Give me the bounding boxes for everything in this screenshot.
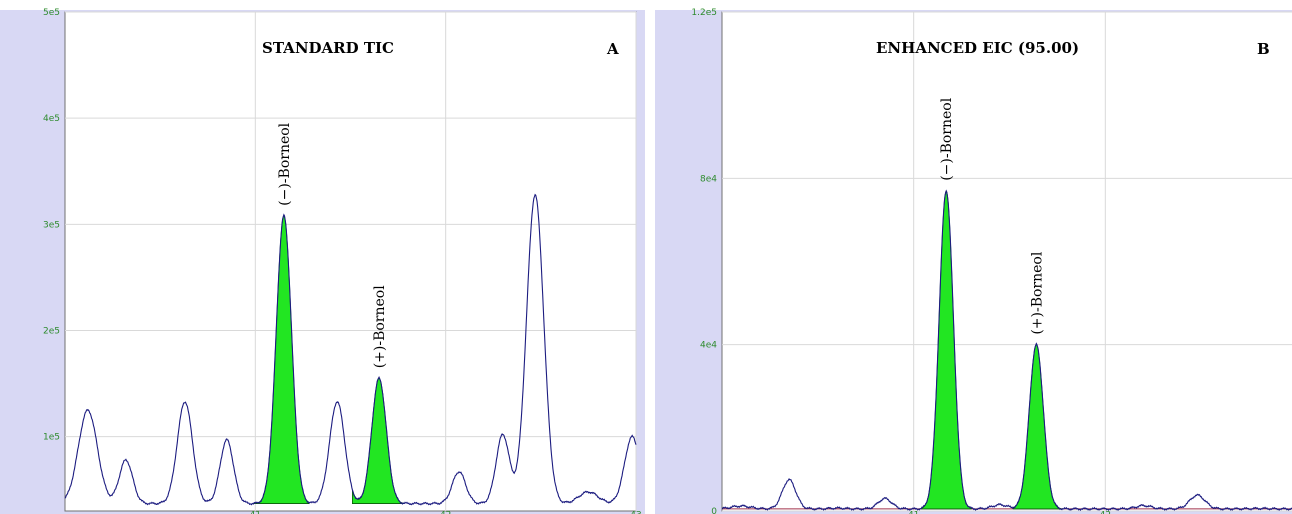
panel-b-peak-labels: (−)-Borneol (+)-Borneol [939, 97, 1045, 334]
y-tick-label: 8e4 [700, 174, 717, 184]
panel-a-ticks: 41 42 43 1e5 2e5 3e5 4e5 5e5 [43, 8, 642, 514]
x-tick-label: 43 [630, 511, 641, 514]
y-tick-label: 4e4 [700, 341, 717, 351]
panel-b-plot-area [721, 11, 1292, 512]
peak-label-1: (−)-Borneol [939, 97, 955, 181]
peak-label-1: (−)-Borneol [277, 122, 293, 206]
x-tick-label: 42 [440, 511, 451, 514]
peak-label-2: (+)-Borneol [372, 285, 388, 369]
panel-b-title: ENHANCED EIC (95.00) [876, 39, 1079, 57]
panel-a-title: STANDARD TIC [262, 39, 394, 57]
y-tick-label: 1e5 [43, 433, 60, 443]
panel-b-trace [721, 189, 1292, 512]
panel-a: 41 42 43 1e5 2e5 3e5 4e5 5e5 STANDARD TIC A (−)… [0, 8, 645, 514]
x-tick-label: 41 [250, 511, 261, 514]
panel-a-label: A [606, 40, 619, 58]
y-tick-label: 0 [711, 507, 717, 514]
y-tick-label: 3e5 [43, 220, 60, 230]
panel-b-grid [722, 11, 1292, 512]
y-tick-label: 5e5 [43, 8, 60, 18]
y-tick-label: 4e5 [43, 114, 60, 124]
peak-label-2: (+)-Borneol [1029, 251, 1045, 335]
panel-a-grid [65, 11, 637, 511]
y-tick-label: 1.2e5 [691, 8, 717, 18]
panel-a-peak-labels: (−)-Borneol (+)-Borneol [277, 122, 388, 368]
panel-a-trace [64, 193, 637, 506]
y-tick-label: 2e5 [43, 327, 60, 337]
x-tick-label: 42 [1100, 511, 1111, 514]
panel-b: 41424304e48e41.2e5 ENHANCED EIC (95.00) … [655, 8, 1292, 514]
panel-b-label: B [1257, 40, 1270, 58]
x-tick-label: 41 [908, 511, 919, 514]
